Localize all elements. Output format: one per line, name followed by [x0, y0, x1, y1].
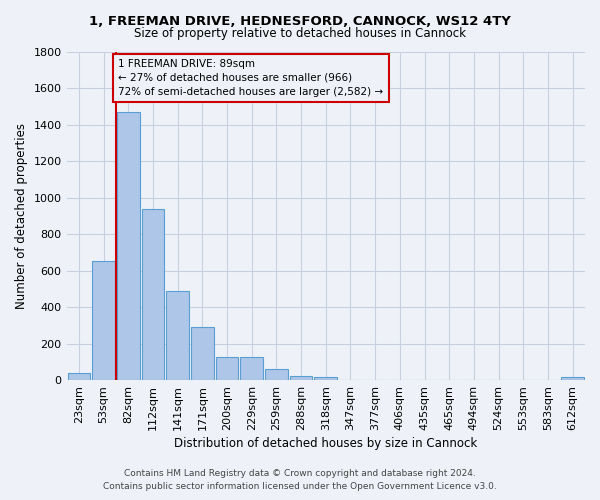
Bar	[561, 377, 584, 380]
Bar	[290, 376, 313, 380]
Bar	[191, 327, 214, 380]
Text: 1, FREEMAN DRIVE, HEDNESFORD, CANNOCK, WS12 4TY: 1, FREEMAN DRIVE, HEDNESFORD, CANNOCK, W…	[89, 15, 511, 28]
Bar	[166, 290, 189, 380]
Bar	[117, 112, 140, 380]
Bar	[265, 369, 288, 380]
Bar	[314, 377, 337, 380]
Bar	[68, 373, 90, 380]
Bar	[241, 358, 263, 380]
Text: Size of property relative to detached houses in Cannock: Size of property relative to detached ho…	[134, 28, 466, 40]
Bar	[92, 262, 115, 380]
Text: 1 FREEMAN DRIVE: 89sqm
← 27% of detached houses are smaller (966)
72% of semi-de: 1 FREEMAN DRIVE: 89sqm ← 27% of detached…	[118, 59, 383, 97]
Y-axis label: Number of detached properties: Number of detached properties	[15, 123, 28, 309]
Bar	[142, 210, 164, 380]
Text: Contains HM Land Registry data © Crown copyright and database right 2024.
Contai: Contains HM Land Registry data © Crown c…	[103, 469, 497, 491]
Bar	[215, 358, 238, 380]
X-axis label: Distribution of detached houses by size in Cannock: Distribution of detached houses by size …	[174, 437, 478, 450]
